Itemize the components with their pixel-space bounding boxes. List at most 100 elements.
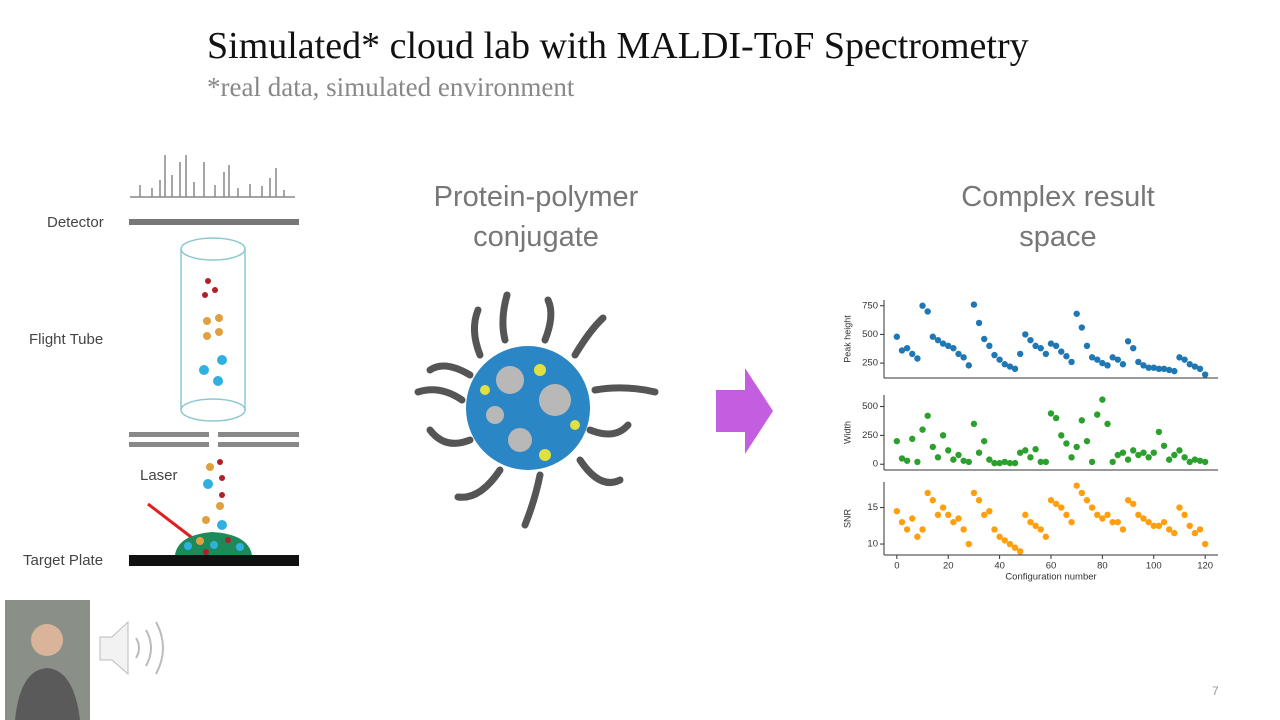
point xyxy=(1124,497,1132,504)
point xyxy=(1037,526,1044,533)
point xyxy=(960,457,967,464)
point xyxy=(924,489,931,497)
detector xyxy=(129,219,299,225)
point xyxy=(1047,497,1055,504)
point xyxy=(981,511,988,519)
plates xyxy=(129,432,299,447)
protein xyxy=(466,346,590,470)
point xyxy=(1058,432,1065,439)
point xyxy=(1011,544,1019,551)
point xyxy=(996,459,1003,467)
y-tick-label: 0 xyxy=(873,459,878,470)
point xyxy=(898,518,906,526)
point xyxy=(1135,511,1142,519)
point xyxy=(1088,354,1096,361)
point xyxy=(1186,458,1193,466)
flight-tube xyxy=(180,237,246,422)
spectrum xyxy=(130,155,295,198)
point xyxy=(1094,411,1101,418)
point xyxy=(1016,449,1024,456)
point xyxy=(919,526,926,533)
middle-heading: Protein-polymer conjugate xyxy=(386,177,686,257)
point xyxy=(1052,414,1060,422)
y-axis-label: Width xyxy=(842,421,852,444)
point xyxy=(934,511,942,519)
point xyxy=(1176,447,1183,454)
point xyxy=(1099,359,1106,367)
point xyxy=(960,354,967,361)
heading-line: space xyxy=(1019,221,1097,253)
point xyxy=(1063,440,1070,447)
point xyxy=(1068,358,1075,366)
point xyxy=(975,449,983,456)
point xyxy=(1088,504,1096,511)
point xyxy=(929,497,937,504)
point xyxy=(1191,363,1199,370)
point xyxy=(1042,458,1050,466)
point xyxy=(955,515,962,522)
polymer-chains xyxy=(414,291,659,529)
point xyxy=(1037,458,1044,466)
point xyxy=(975,319,983,327)
laser-beam xyxy=(147,502,196,542)
point xyxy=(1001,537,1008,544)
point xyxy=(945,342,952,350)
webcam-body xyxy=(15,668,80,720)
slide-number: 7 xyxy=(1212,684,1219,698)
point xyxy=(1011,365,1019,373)
point xyxy=(950,518,957,526)
point xyxy=(1145,454,1152,461)
ions xyxy=(199,278,227,530)
point xyxy=(1191,456,1199,463)
point xyxy=(1006,363,1014,370)
point xyxy=(1037,344,1044,352)
point xyxy=(1027,518,1034,526)
point xyxy=(1114,356,1121,363)
point xyxy=(903,526,911,533)
point xyxy=(903,457,911,464)
point xyxy=(1171,451,1178,459)
point xyxy=(934,454,942,461)
heading-line: conjugate xyxy=(473,221,599,253)
point xyxy=(1176,354,1183,361)
point xyxy=(1196,526,1204,533)
point xyxy=(1130,500,1137,508)
point xyxy=(1068,454,1075,461)
diagram-label: Detector xyxy=(47,214,104,231)
point xyxy=(939,504,947,511)
point xyxy=(986,342,993,350)
point xyxy=(1022,447,1029,454)
point xyxy=(1176,504,1183,511)
point xyxy=(1068,518,1075,526)
x-tick-label: 60 xyxy=(1046,561,1057,572)
point xyxy=(1047,340,1055,347)
point xyxy=(970,420,978,428)
point xyxy=(1160,442,1168,449)
point xyxy=(939,432,947,439)
protein-highlights xyxy=(480,364,580,461)
point xyxy=(996,356,1003,363)
y-tick-label: 15 xyxy=(867,502,878,513)
arrow xyxy=(716,368,773,454)
point xyxy=(1155,522,1163,529)
point xyxy=(939,340,947,347)
point xyxy=(1099,396,1106,403)
point xyxy=(1109,458,1116,466)
point xyxy=(1155,428,1163,436)
point xyxy=(914,458,921,466)
point xyxy=(1201,458,1209,466)
point xyxy=(1058,504,1065,511)
x-tick-label: 100 xyxy=(1146,561,1162,572)
point xyxy=(909,515,916,522)
point xyxy=(1078,489,1086,497)
point xyxy=(975,497,983,504)
point xyxy=(1165,526,1173,533)
point xyxy=(893,333,901,340)
x-axis-label: Configuration number xyxy=(1005,572,1096,583)
point xyxy=(981,335,988,343)
point xyxy=(919,302,926,309)
point xyxy=(1165,366,1173,374)
point xyxy=(955,451,962,459)
point xyxy=(1052,342,1060,350)
